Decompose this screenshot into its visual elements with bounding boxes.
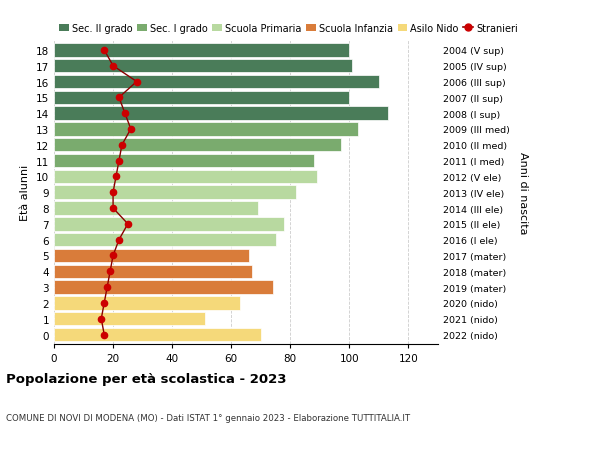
- Text: Popolazione per età scolastica - 2023: Popolazione per età scolastica - 2023: [6, 372, 287, 385]
- Bar: [54, 91, 349, 105]
- Bar: [54, 123, 358, 136]
- Bar: [54, 60, 352, 73]
- Legend: Sec. II grado, Sec. I grado, Scuola Primaria, Scuola Infanzia, Asilo Nido, Stran: Sec. II grado, Sec. I grado, Scuola Prim…: [59, 23, 518, 34]
- Bar: [54, 186, 296, 200]
- Bar: [54, 76, 379, 89]
- Bar: [54, 107, 388, 121]
- Bar: [54, 218, 284, 231]
- Y-axis label: Anni di nascita: Anni di nascita: [518, 151, 528, 234]
- Bar: [54, 44, 349, 57]
- Bar: [54, 249, 249, 263]
- Bar: [54, 328, 261, 341]
- Bar: [54, 281, 272, 294]
- Bar: [54, 139, 341, 152]
- Bar: [54, 297, 240, 310]
- Bar: [54, 202, 258, 215]
- Bar: [54, 155, 314, 168]
- Y-axis label: Età alunni: Età alunni: [20, 165, 31, 221]
- Bar: [54, 265, 252, 278]
- Bar: [54, 170, 317, 184]
- Bar: [54, 312, 205, 326]
- Bar: [54, 234, 275, 247]
- Text: COMUNE DI NOVI DI MODENA (MO) - Dati ISTAT 1° gennaio 2023 - Elaborazione TUTTIT: COMUNE DI NOVI DI MODENA (MO) - Dati IST…: [6, 413, 410, 422]
